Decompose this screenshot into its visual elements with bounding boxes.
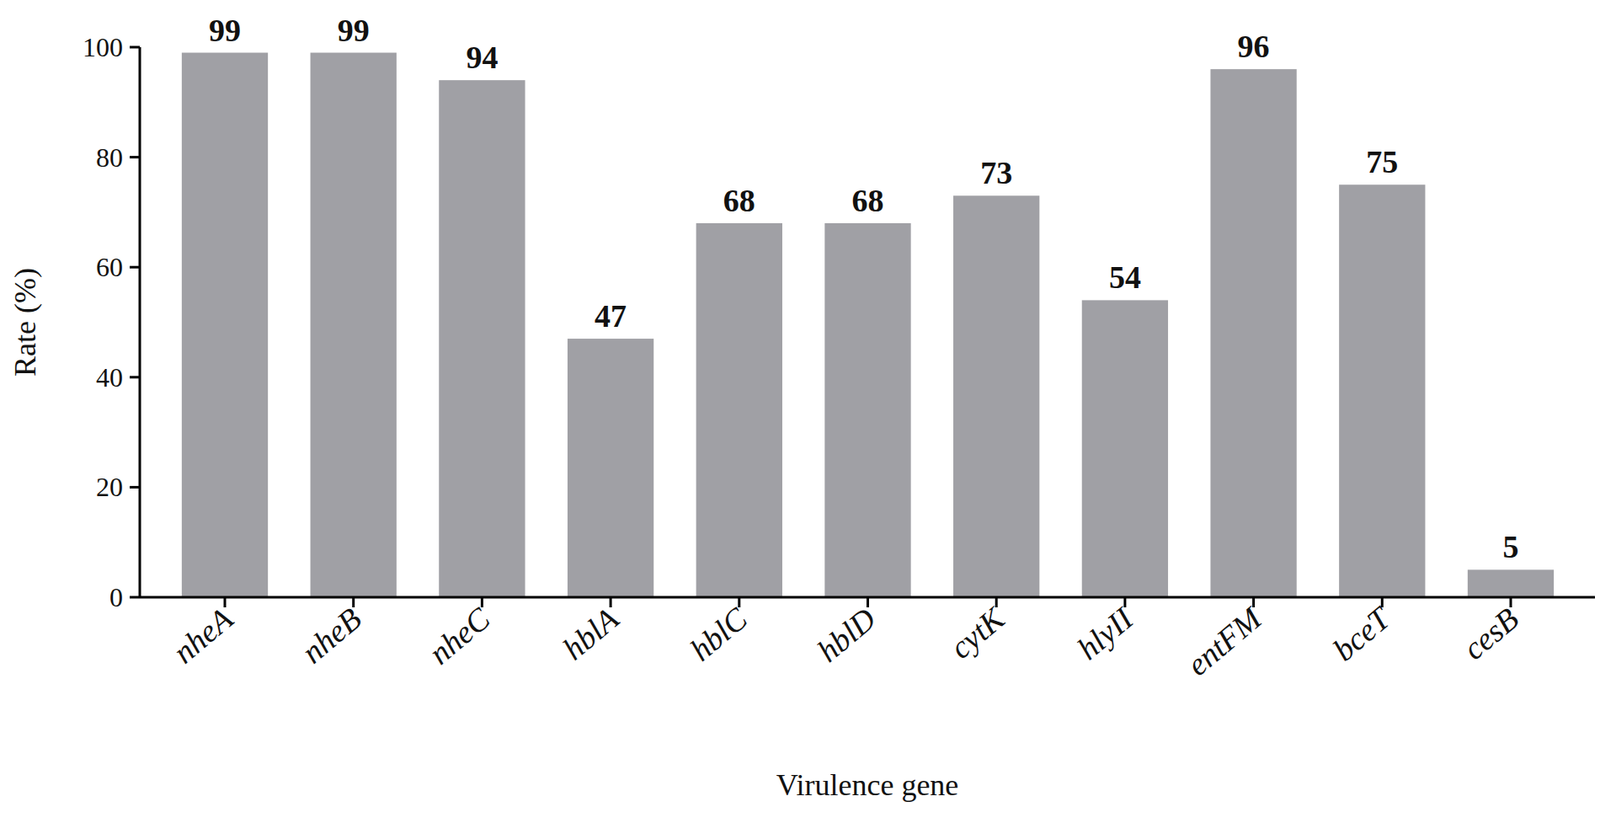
x-tick <box>1252 597 1255 608</box>
y-tick-label: 20 <box>96 471 123 502</box>
bar <box>696 223 783 598</box>
x-tick-label: cesB <box>1456 600 1526 667</box>
y-tick-label: 80 <box>96 142 123 173</box>
data-label: 99 <box>208 12 241 48</box>
x-tick <box>737 597 741 608</box>
x-tick-label: hblD <box>810 600 882 669</box>
data-label: 68 <box>723 182 756 219</box>
y-tick-label: 100 <box>82 32 123 63</box>
y-tick <box>129 596 140 599</box>
y-axis-line <box>138 47 142 598</box>
bar <box>953 195 1040 598</box>
y-tick <box>129 485 140 489</box>
bars <box>181 53 1554 598</box>
bar <box>438 80 525 598</box>
bar <box>181 53 268 598</box>
x-tick <box>866 597 870 608</box>
y-axis-title: Rate (%) <box>8 267 43 377</box>
data-label: 47 <box>594 298 627 334</box>
chart-container: 99 99 94 47 68 68 73 54 96 75 5 0 20 40 60 80 100 nheA nhe… <box>0 0 1600 823</box>
y-tick-label: 60 <box>96 251 123 283</box>
x-tick-label: nheC <box>421 600 497 672</box>
data-label: 94 <box>465 39 498 75</box>
x-tick-label: nheA <box>165 599 240 670</box>
x-tick-label: hblA <box>555 599 626 667</box>
bar <box>567 338 654 598</box>
x-tick <box>480 597 484 608</box>
x-tick-label: cytK <box>943 599 1013 666</box>
data-label: 68 <box>852 182 885 219</box>
x-tick-label: entFM <box>1179 598 1270 683</box>
data-label: 99 <box>337 12 370 48</box>
data-label: 54 <box>1109 259 1142 295</box>
x-axis-title: Virulence gene <box>776 768 960 802</box>
data-label: 75 <box>1365 144 1398 180</box>
y-tick <box>129 46 140 49</box>
x-tick <box>1123 597 1126 608</box>
x-tick <box>995 597 998 608</box>
bar <box>310 53 397 598</box>
bar <box>1467 569 1554 598</box>
bar <box>1210 69 1296 598</box>
x-tick-label: nheB <box>294 600 368 670</box>
data-label: 96 <box>1237 28 1270 64</box>
x-tick-label: bceT <box>1326 598 1399 667</box>
bar <box>1338 184 1425 598</box>
chart: 99 99 94 47 68 68 73 54 96 75 5 0 20 40 60 80 100 nheA nhe… <box>0 0 1600 823</box>
y-tick <box>129 266 140 269</box>
y-tick-label: 0 <box>109 581 123 613</box>
x-tick-label: hlyII <box>1070 598 1142 667</box>
data-label: 73 <box>980 154 1013 191</box>
x-tick <box>224 597 227 608</box>
bar <box>1082 299 1168 598</box>
x-tick <box>609 597 613 608</box>
bar <box>824 223 911 598</box>
y-tick <box>129 375 140 379</box>
x-tick <box>352 597 355 608</box>
x-tick-label: hblC <box>682 600 754 668</box>
y-tick <box>129 155 140 159</box>
x-tick <box>1509 597 1513 608</box>
data-label: 5 <box>1503 528 1520 565</box>
y-tick-label: 40 <box>96 362 123 393</box>
x-tick <box>1381 597 1384 608</box>
